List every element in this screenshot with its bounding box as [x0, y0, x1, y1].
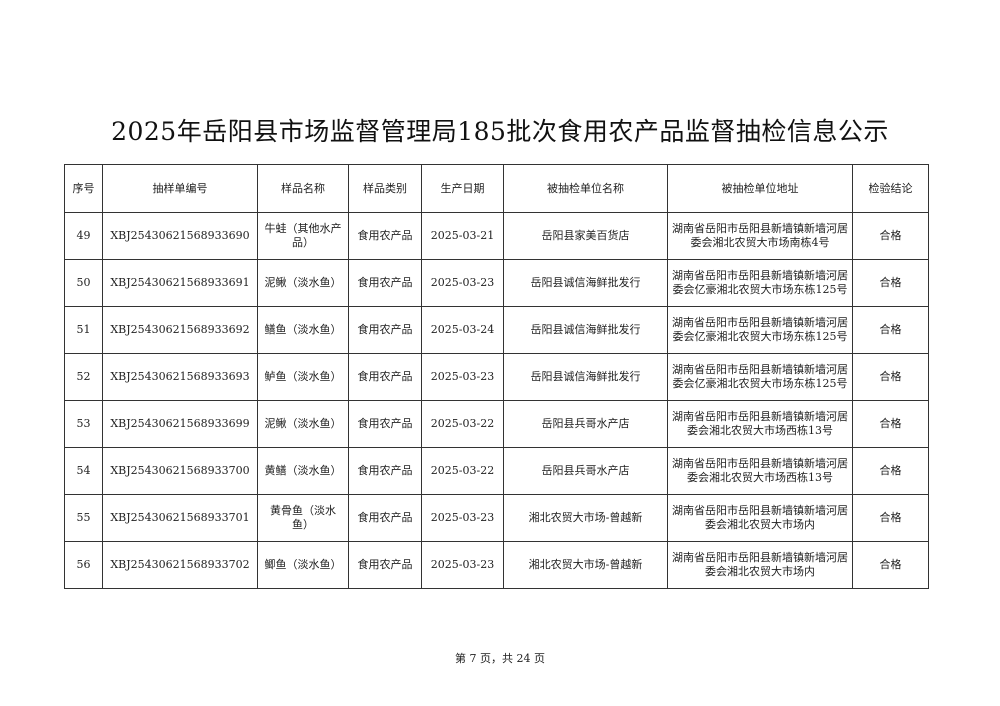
- header-seq: 序号: [64, 164, 103, 213]
- cell-seq: 56: [64, 541, 103, 589]
- cell-production-date: 2025-03-22: [421, 400, 504, 448]
- cell-unit-name: 岳阳县诚信海鲜批发行: [503, 259, 668, 307]
- cell-unit-address: 湖南省岳阳市岳阳县新墙镇新墙河居委会湘北农贸大市场内: [667, 541, 853, 589]
- cell-sample-name: 黄鳝（淡水鱼）: [257, 447, 349, 495]
- cell-sample-category: 食用农产品: [348, 541, 422, 589]
- table-row: 55 XBJ25430621568933701 黄骨鱼（淡水鱼） 食用农产品 2025-…: [64, 494, 929, 542]
- cell-sample-category: 食用农产品: [348, 306, 422, 354]
- table-header-row: 序号 抽样单编号 样品名称 样品类别 生产日期 被抽检单位名称 被抽检单位地址 检验结论: [64, 164, 929, 213]
- cell-unit-address: 湖南省岳阳市岳阳县新墙镇新墙河居委会亿豪湘北农贸大市场东栋125号: [667, 353, 853, 401]
- header-sample-category: 样品类别: [348, 164, 422, 213]
- cell-sample-name: 鲈鱼（淡水鱼）: [257, 353, 349, 401]
- cell-seq: 50: [64, 259, 103, 307]
- header-sample-id: 抽样单编号: [102, 164, 258, 213]
- cell-unit-name: 湘北农贸大市场-曾越新: [503, 541, 668, 589]
- cell-conclusion: 合格: [852, 212, 929, 260]
- table-row: 52 XBJ25430621568933693 鲈鱼（淡水鱼） 食用农产品 2025-0…: [64, 353, 929, 401]
- cell-unit-address: 湖南省岳阳市岳阳县新墙镇新墙河居委会湘北农贸大市场南栋4号: [667, 212, 853, 260]
- header-conclusion: 检验结论: [852, 164, 929, 213]
- cell-sample-id: XBJ25430621568933690: [102, 212, 258, 260]
- cell-sample-category: 食用农产品: [348, 212, 422, 260]
- table-row: 49 XBJ25430621568933690 牛蛙（其他水产品） 食用农产品 2025…: [64, 212, 929, 260]
- cell-conclusion: 合格: [852, 306, 929, 354]
- cell-unit-address: 湖南省岳阳市岳阳县新墙镇新墙河居委会亿豪湘北农贸大市场东栋125号: [667, 259, 853, 307]
- cell-conclusion: 合格: [852, 259, 929, 307]
- cell-sample-id: XBJ25430621568933701: [102, 494, 258, 542]
- cell-unit-address: 湖南省岳阳市岳阳县新墙镇新墙河居委会湘北农贸大市场内: [667, 494, 853, 542]
- cell-sample-id: XBJ25430621568933691: [102, 259, 258, 307]
- cell-sample-category: 食用农产品: [348, 259, 422, 307]
- table-row: 50 XBJ25430621568933691 泥鳅（淡水鱼） 食用农产品 2025-0…: [64, 259, 929, 307]
- cell-production-date: 2025-03-22: [421, 447, 504, 495]
- cell-seq: 51: [64, 306, 103, 354]
- cell-unit-address: 湖南省岳阳市岳阳县新墙镇新墙河居委会亿豪湘北农贸大市场东栋125号: [667, 306, 853, 354]
- cell-production-date: 2025-03-21: [421, 212, 504, 260]
- cell-sample-category: 食用农产品: [348, 447, 422, 495]
- cell-sample-id: XBJ25430621568933702: [102, 541, 258, 589]
- cell-conclusion: 合格: [852, 541, 929, 589]
- cell-production-date: 2025-03-23: [421, 494, 504, 542]
- cell-conclusion: 合格: [852, 353, 929, 401]
- cell-production-date: 2025-03-23: [421, 541, 504, 589]
- table-row: 53 XBJ25430621568933699 泥鳅（淡水鱼） 食用农产品 2025-0…: [64, 400, 929, 448]
- cell-production-date: 2025-03-23: [421, 353, 504, 401]
- table-row: 54 XBJ25430621568933700 黄鳝（淡水鱼） 食用农产品 2025-0…: [64, 447, 929, 495]
- cell-sample-name: 牛蛙（其他水产品）: [257, 212, 349, 260]
- cell-conclusion: 合格: [852, 400, 929, 448]
- header-unit-address: 被抽检单位地址: [667, 164, 853, 213]
- header-sample-name: 样品名称: [257, 164, 349, 213]
- cell-conclusion: 合格: [852, 494, 929, 542]
- cell-sample-id: XBJ25430621568933700: [102, 447, 258, 495]
- cell-production-date: 2025-03-23: [421, 259, 504, 307]
- cell-unit-name: 湘北农贸大市场-曾越新: [503, 494, 668, 542]
- page-title: 2025年岳阳县市场监督管理局185批次食用农产品监督抽检信息公示: [111, 117, 889, 146]
- cell-seq: 53: [64, 400, 103, 448]
- cell-sample-id: XBJ25430621568933693: [102, 353, 258, 401]
- cell-production-date: 2025-03-24: [421, 306, 504, 354]
- page-number: 第 7 页，共 24 页: [455, 652, 545, 665]
- cell-sample-name: 鳝鱼（淡水鱼）: [257, 306, 349, 354]
- cell-unit-name: 岳阳县诚信海鲜批发行: [503, 306, 668, 354]
- cell-sample-name: 鲫鱼（淡水鱼）: [257, 541, 349, 589]
- header-unit-name: 被抽检单位名称: [503, 164, 668, 213]
- cell-sample-id: XBJ25430621568933692: [102, 306, 258, 354]
- cell-sample-id: XBJ25430621568933699: [102, 400, 258, 448]
- cell-seq: 49: [64, 212, 103, 260]
- cell-conclusion: 合格: [852, 447, 929, 495]
- inspection-table: 序号 抽样单编号 样品名称 样品类别 生产日期 被抽检单位名称 被抽检单位地址 检验结论 49…: [64, 164, 929, 589]
- table-row: 56 XBJ25430621568933702 鲫鱼（淡水鱼） 食用农产品 2025-0…: [64, 541, 929, 589]
- cell-sample-category: 食用农产品: [348, 494, 422, 542]
- cell-sample-category: 食用农产品: [348, 353, 422, 401]
- cell-seq: 55: [64, 494, 103, 542]
- cell-unit-name: 岳阳县家美百货店: [503, 212, 668, 260]
- cell-unit-name: 岳阳县诚信海鲜批发行: [503, 353, 668, 401]
- cell-sample-name: 黄骨鱼（淡水鱼）: [257, 494, 349, 542]
- cell-unit-name: 岳阳县兵哥水产店: [503, 447, 668, 495]
- cell-unit-name: 岳阳县兵哥水产店: [503, 400, 668, 448]
- cell-unit-address: 湖南省岳阳市岳阳县新墙镇新墙河居委会湘北农贸大市场西栋13号: [667, 400, 853, 448]
- cell-seq: 52: [64, 353, 103, 401]
- cell-sample-name: 泥鳅（淡水鱼）: [257, 400, 349, 448]
- cell-unit-address: 湖南省岳阳市岳阳县新墙镇新墙河居委会湘北农贸大市场西栋13号: [667, 447, 853, 495]
- cell-sample-category: 食用农产品: [348, 400, 422, 448]
- table-row: 51 XBJ25430621568933692 鳝鱼（淡水鱼） 食用农产品 2025-0…: [64, 306, 929, 354]
- cell-seq: 54: [64, 447, 103, 495]
- header-production-date: 生产日期: [421, 164, 504, 213]
- cell-sample-name: 泥鳅（淡水鱼）: [257, 259, 349, 307]
